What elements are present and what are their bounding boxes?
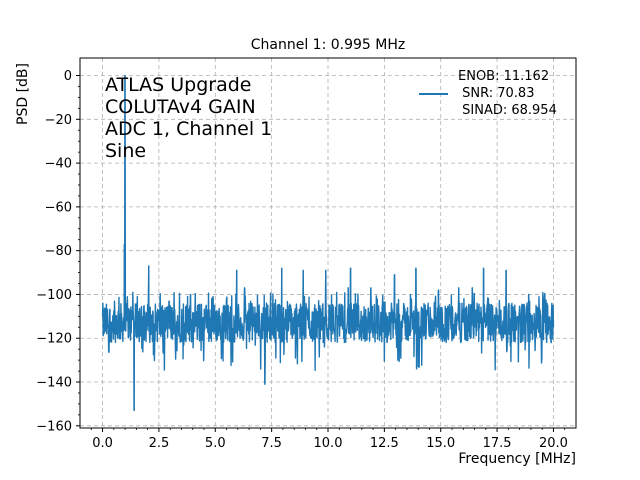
y-tick-label: −60 (45, 200, 72, 215)
legend-enob: ENOB: 11.162 (458, 69, 549, 84)
annotation-line-2: COLUTAv4 GAIN (105, 96, 256, 118)
plot-area (101, 74, 555, 412)
y-tick-label: −140 (36, 376, 72, 391)
y-tick-label: −160 (36, 419, 72, 434)
y-axis: 0 −20 −40 −60 −80 −100 −120 −140 −160 (36, 69, 80, 434)
x-tick-label: 20.0 (539, 436, 568, 451)
y-axis-label: PSD [dB] (15, 63, 31, 125)
y-tick-label: −40 (45, 157, 72, 172)
chart-title: Channel 1: 0.995 MHz (251, 37, 406, 53)
x-axis: 0.0 2.5 5.0 7.5 10.0 12.5 15.0 17.5 20.0 (90, 428, 568, 451)
x-tick-label: 12.5 (370, 436, 399, 451)
annotation-line-3: ADC 1, Channel 1 (105, 118, 272, 140)
y-tick-label: −100 (36, 288, 72, 303)
x-tick-label: 0.0 (92, 436, 113, 451)
x-tick-label: 2.5 (149, 436, 170, 451)
y-tick-label: −80 (45, 244, 72, 259)
annotation-block: ATLAS Upgrade COLUTAv4 GAIN ADC 1, Chann… (105, 74, 272, 162)
legend-sinad: SINAD: 68.954 (458, 103, 557, 118)
legend-snr: SNR: 70.83 (458, 86, 534, 101)
x-tick-label: 17.5 (483, 436, 512, 451)
psd-series-line (101, 74, 555, 412)
x-tick-label: 5.0 (205, 436, 226, 451)
x-tick-label: 15.0 (426, 436, 455, 451)
annotation-line-1: ATLAS Upgrade (105, 74, 251, 96)
y-tick-label: 0 (64, 69, 72, 84)
x-axis-label: Frequency [MHz] (458, 451, 576, 467)
annotation-line-4: Sine (105, 140, 146, 162)
y-tick-label: −20 (45, 113, 72, 128)
legend: ENOB: 11.162 SNR: 70.83 SINAD: 68.954 (419, 69, 557, 118)
x-tick-label: 7.5 (261, 436, 282, 451)
x-tick-label: 10.0 (314, 436, 343, 451)
y-tick-label: −120 (36, 332, 72, 347)
